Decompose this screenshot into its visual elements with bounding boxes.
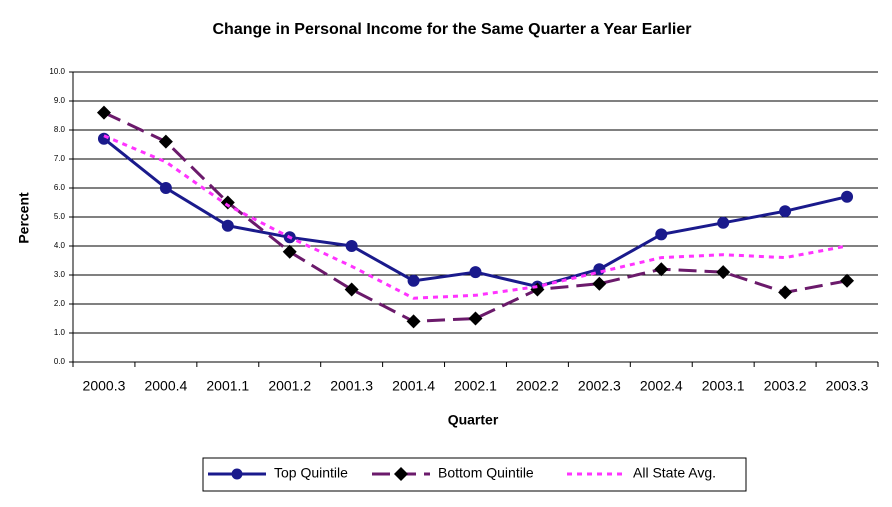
- data-point: [778, 285, 793, 300]
- y-tick-label: 10.0: [49, 67, 65, 76]
- data-point: [221, 219, 234, 232]
- x-tick-label: 2001.1: [206, 378, 249, 394]
- data-point: [654, 262, 669, 277]
- data-point: [469, 266, 482, 279]
- y-tick-label: 7.0: [54, 154, 66, 163]
- x-tick-label: 2003.3: [826, 378, 869, 394]
- data-point: [158, 134, 173, 149]
- x-axis-label: Quarter: [448, 412, 499, 428]
- series-line: [103, 134, 848, 300]
- x-tick-label: 2001.4: [392, 378, 435, 394]
- y-tick-label: 2.0: [54, 299, 66, 308]
- data-point: [282, 244, 297, 259]
- y-tick-label: 1.0: [54, 328, 66, 337]
- data-point: [716, 265, 731, 280]
- x-tick-label: 2001.2: [268, 378, 311, 394]
- y-tick-label: 5.0: [54, 212, 66, 221]
- data-point: [159, 182, 172, 194]
- data-point: [344, 282, 359, 297]
- data-point: [220, 195, 235, 210]
- y-tick-label: 4.0: [54, 241, 66, 250]
- y-tick-label: 9.0: [54, 96, 66, 105]
- legend-marker: [394, 467, 408, 481]
- x-tick-label: 2002.2: [516, 378, 559, 394]
- x-tick-label: 2000.3: [83, 378, 126, 394]
- data-point: [655, 228, 668, 241]
- x-tick-label: 2003.2: [764, 378, 807, 394]
- series-line: [103, 137, 848, 289]
- y-tick-label: 6.0: [54, 183, 66, 192]
- legend-item: Bottom Quintile: [438, 465, 534, 481]
- x-tick-label: 2000.4: [144, 378, 187, 394]
- y-tick-label: 3.0: [54, 270, 66, 279]
- data-point: [345, 240, 358, 252]
- legend-item: Top Quintile: [274, 465, 348, 481]
- y-axis-label: Percent: [16, 192, 32, 244]
- legend-box: [202, 457, 747, 492]
- x-tick-label: 2002.3: [578, 378, 621, 394]
- x-tick-label: 2002.4: [640, 378, 683, 394]
- data-point: [841, 190, 854, 203]
- data-point: [407, 274, 420, 287]
- y-tick-label: 8.0: [54, 125, 66, 134]
- x-tick-label: 2001.3: [330, 378, 373, 394]
- chart-title: Change in Personal Income for the Same Q…: [213, 21, 692, 38]
- data-point: [96, 105, 111, 120]
- data-point: [406, 314, 421, 329]
- legend-item: All State Avg.: [633, 465, 716, 481]
- y-tick-label: 0.0: [54, 357, 66, 366]
- data-point: [840, 273, 855, 288]
- legend-marker: [231, 468, 243, 480]
- x-tick-label: 2003.1: [702, 378, 745, 394]
- x-tick-label: 2002.1: [454, 378, 497, 394]
- data-point: [592, 276, 607, 291]
- data-point: [468, 311, 483, 326]
- data-point: [717, 216, 730, 229]
- data-point: [779, 205, 792, 218]
